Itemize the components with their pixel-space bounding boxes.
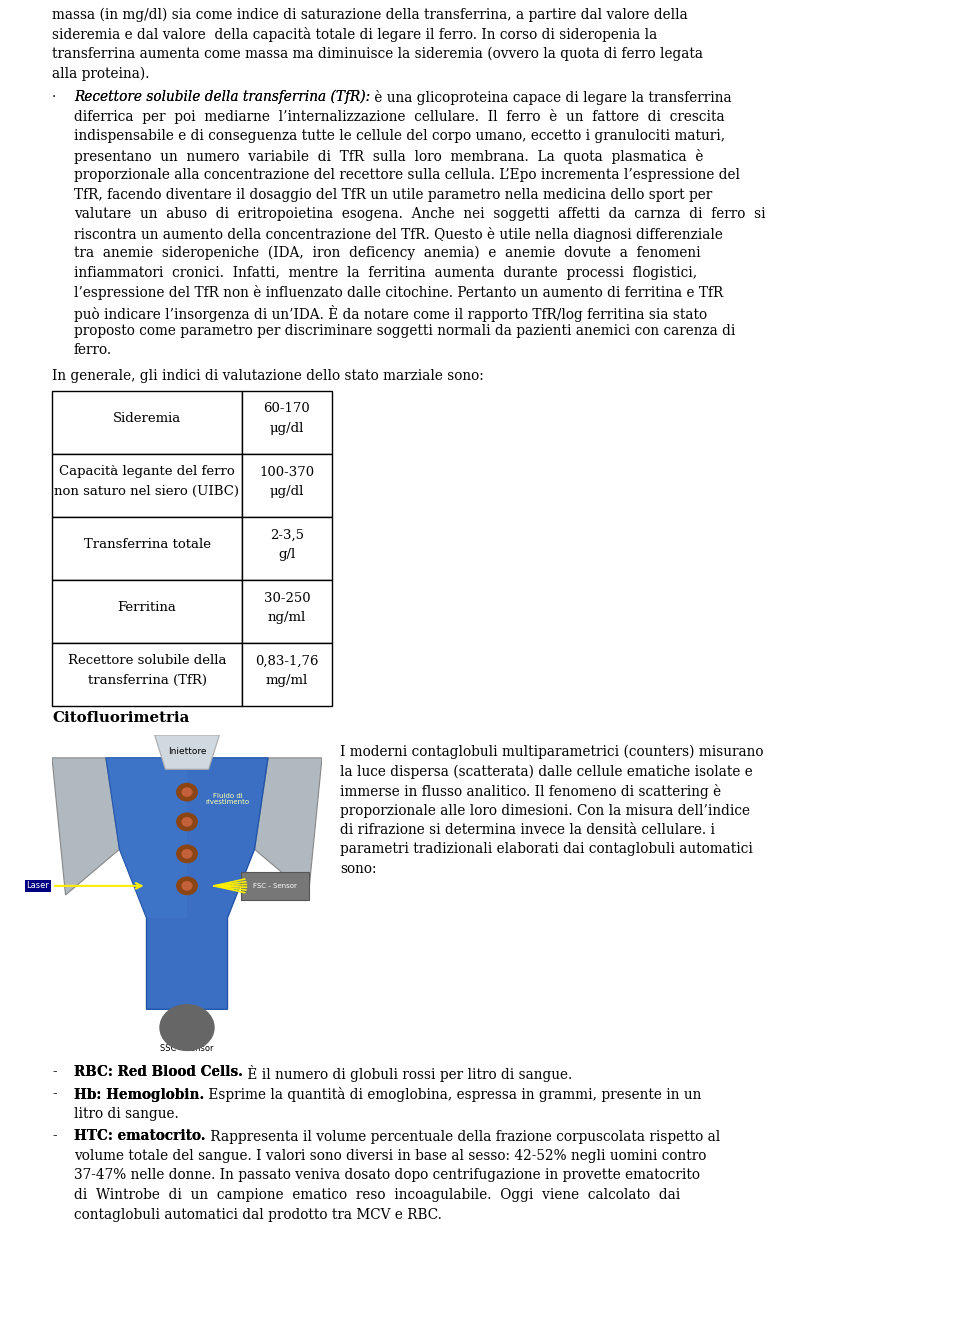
Text: Esprime la quantità di emoglobina, espressa in grammi, presente in un: Esprime la quantità di emoglobina, espre… [204, 1087, 702, 1103]
Circle shape [182, 818, 192, 826]
Text: 60-170: 60-170 [264, 402, 310, 416]
Circle shape [177, 784, 197, 801]
Text: Hb: Hemoglobin.: Hb: Hemoglobin. [74, 1087, 204, 1102]
Text: sideremia e dal valore  della capacità totale di legare il ferro. In corso di si: sideremia e dal valore della capacità to… [52, 28, 658, 42]
Text: Recettore solubile della: Recettore solubile della [68, 654, 227, 667]
Text: Recettore solubile della transferrina (TfR):: Recettore solubile della transferrina (T… [74, 90, 371, 105]
Polygon shape [106, 757, 187, 1009]
Circle shape [182, 882, 192, 890]
Text: SSC - Sensor: SSC - Sensor [160, 1043, 214, 1053]
Text: proporzionale alle loro dimesioni. Con la misura dell’indice: proporzionale alle loro dimesioni. Con l… [340, 804, 750, 817]
Circle shape [177, 813, 197, 830]
Text: Rappresenta il volume percentuale della frazione corpuscolata rispetto al: Rappresenta il volume percentuale della … [205, 1129, 720, 1144]
Bar [52, 454, 242, 516]
Text: Laser: Laser [27, 882, 49, 890]
Text: di rifrazione si determina invece la densità cellulare. i: di rifrazione si determina invece la den… [340, 824, 715, 837]
Text: infiammatori  cronici.  Infatti,  mentre  la  ferritina  aumenta  durante  proce: infiammatori cronici. Infatti, mentre la… [74, 266, 697, 279]
Bar [52, 642, 242, 706]
Text: proporzionale alla concentrazione del recettore sulla cellula. L’Epo incrementa : proporzionale alla concentrazione del re… [74, 168, 740, 181]
Text: Sideremia: Sideremia [113, 412, 181, 425]
Text: Iniettore: Iniettore [168, 747, 206, 756]
Text: presentano  un  numero  variabile  di  TfR  sulla  loro  membrana.  La  quota  p: presentano un numero variabile di TfR su… [74, 148, 704, 163]
Text: g/l: g/l [278, 548, 296, 561]
Text: ng/ml: ng/ml [268, 610, 306, 624]
Polygon shape [52, 757, 119, 895]
Text: 37-47% nelle donne. In passato veniva dosato dopo centrifugazione in provette em: 37-47% nelle donne. In passato veniva do… [74, 1169, 700, 1182]
Bar [52, 516, 242, 580]
Text: l’espressione del TfR non è influenzato dalle citochine. Pertanto un aumento di : l’espressione del TfR non è influenzato … [74, 285, 723, 301]
Text: FSC - Sensor: FSC - Sensor [252, 883, 297, 888]
Text: 100-370: 100-370 [259, 466, 315, 478]
Circle shape [182, 788, 192, 796]
Text: riscontra un aumento della concentrazione del TfR. Questo è utile nella diagnosi: riscontra un aumento della concentrazion… [74, 226, 723, 241]
Text: Citofluorimetria: Citofluorimetria [52, 711, 189, 726]
Bar [52, 580, 242, 642]
Text: mg/ml: mg/ml [266, 674, 308, 687]
Circle shape [177, 878, 197, 895]
Text: alla proteina).: alla proteina). [52, 66, 150, 81]
Text: tra  anemie  sideropeniche  (IDA,  iron  deficency  anemia)  e  anemie  dovute  : tra anemie sideropeniche (IDA, iron defi… [74, 246, 701, 261]
Text: ·: · [52, 90, 57, 105]
Text: HTC: ematocrito.: HTC: ematocrito. [74, 1129, 205, 1144]
Text: di  Wintrobe  di  un  campione  ematico  reso  incoagulabile.  Oggi  viene  calc: di Wintrobe di un campione ematico reso … [74, 1188, 681, 1202]
Text: non saturo nel siero (UIBC): non saturo nel siero (UIBC) [55, 485, 239, 498]
Text: ferro.: ferro. [74, 343, 112, 357]
Bar [242, 391, 332, 454]
Text: -: - [52, 1129, 57, 1144]
Text: HTC: ematocrito.: HTC: ematocrito. [74, 1129, 205, 1144]
Text: È il numero di globuli rossi per litro di sangue.: È il numero di globuli rossi per litro d… [243, 1064, 572, 1082]
Bar [52, 391, 242, 454]
Text: In generale, gli indici di valutazione dello stato marziale sono:: In generale, gli indici di valutazione d… [52, 369, 484, 383]
Circle shape [177, 845, 197, 862]
Text: RBC: Red Blood Cells.: RBC: Red Blood Cells. [74, 1064, 243, 1079]
Bar [242, 580, 332, 642]
Text: litro di sangue.: litro di sangue. [74, 1107, 179, 1121]
Bar [241, 873, 308, 899]
Text: Recettore solubile della transferrina (TfR):: Recettore solubile della transferrina (T… [74, 90, 371, 105]
Text: μg/dl: μg/dl [270, 422, 304, 436]
Text: proposto come parametro per discriminare soggetti normali da pazienti anemici co: proposto come parametro per discriminare… [74, 324, 735, 338]
Text: immerse in flusso analitico. Il fenomeno di scattering è: immerse in flusso analitico. Il fenomeno… [340, 784, 721, 798]
Text: 0,83-1,76: 0,83-1,76 [255, 654, 319, 667]
Polygon shape [155, 735, 220, 769]
Text: è una glicoproteina capace di legare la transferrina: è una glicoproteina capace di legare la … [371, 90, 732, 105]
Polygon shape [106, 757, 268, 1009]
Text: può indicare l’insorgenza di un’IDA. È da notare come il rapporto TfR/log ferrit: può indicare l’insorgenza di un’IDA. È d… [74, 305, 708, 322]
Text: Transferrina totale: Transferrina totale [84, 539, 210, 551]
Bar [242, 454, 332, 516]
Text: -: - [52, 1087, 57, 1102]
Polygon shape [254, 757, 322, 895]
Text: volume totale del sangue. I valori sono diversi in base al sesso: 42-52% negli u: volume totale del sangue. I valori sono … [74, 1149, 707, 1162]
Text: indispensabile e di conseguenza tutte le cellule del corpo umano, eccetto i gran: indispensabile e di conseguenza tutte le… [74, 128, 725, 143]
Text: transferrina aumenta come massa ma diminuisce la sideremia (ovvero la quota di f: transferrina aumenta come massa ma dimin… [52, 46, 703, 61]
Bar [242, 642, 332, 706]
Text: 2-3,5: 2-3,5 [270, 528, 304, 542]
Text: TfR, facendo diventare il dosaggio del TfR un utile parametro nella medicina del: TfR, facendo diventare il dosaggio del T… [74, 188, 712, 201]
Bar [242, 516, 332, 580]
Text: transferrina (TfR): transferrina (TfR) [87, 674, 206, 687]
Text: sono:: sono: [340, 862, 376, 876]
Text: μg/dl: μg/dl [270, 485, 304, 498]
Text: 30-250: 30-250 [264, 592, 310, 605]
Text: contaglobuli automatici dal prodotto tra MCV e RBC.: contaglobuli automatici dal prodotto tra… [74, 1207, 442, 1222]
Text: -: - [52, 1064, 57, 1079]
Text: valutare  un  abuso  di  eritropoietina  esogena.  Anche  nei  soggetti  affetti: valutare un abuso di eritropoietina esog… [74, 207, 766, 221]
Text: parametri tradizionali elaborati dai contaglobuli automatici: parametri tradizionali elaborati dai con… [340, 842, 753, 857]
Circle shape [182, 850, 192, 858]
Text: Fluido di
rivestimento: Fluido di rivestimento [205, 793, 250, 805]
Text: I moderni contaglobuli multiparametrici (counters) misurano: I moderni contaglobuli multiparametrici … [340, 745, 763, 760]
Text: Capacità legante del ferro: Capacità legante del ferro [60, 466, 235, 478]
Text: diferrica  per  poi  mediarne  l’internalizzazione  cellulare.  Il  ferro  è  un: diferrica per poi mediarne l’internalizz… [74, 110, 725, 124]
Text: la luce dispersa (scatterata) dalle cellule ematiche isolate e: la luce dispersa (scatterata) dalle cell… [340, 764, 753, 779]
Text: Hb: Hemoglobin.: Hb: Hemoglobin. [74, 1087, 204, 1102]
Circle shape [160, 1005, 214, 1050]
Text: RBC: Red Blood Cells.: RBC: Red Blood Cells. [74, 1064, 243, 1079]
Text: Ferritina: Ferritina [117, 601, 177, 614]
Text: massa (in mg/dl) sia come indice di saturazione della transferrina, a partire da: massa (in mg/dl) sia come indice di satu… [52, 8, 687, 23]
